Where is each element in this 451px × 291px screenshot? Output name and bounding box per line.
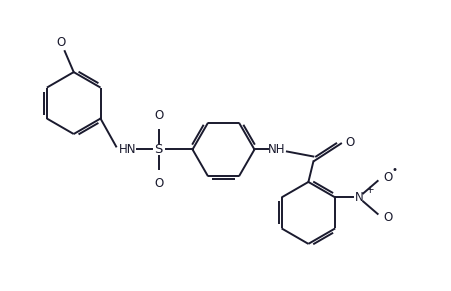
Text: S: S: [154, 143, 162, 156]
Text: HN: HN: [118, 143, 136, 156]
Text: +: +: [365, 185, 374, 196]
Text: N: N: [354, 191, 363, 204]
Text: NH: NH: [267, 143, 285, 156]
Text: O: O: [382, 171, 391, 184]
Text: O: O: [56, 36, 65, 49]
Text: O: O: [382, 211, 391, 224]
Text: O: O: [154, 109, 163, 122]
Text: O: O: [345, 136, 354, 148]
Text: •: •: [390, 166, 396, 175]
Text: O: O: [154, 178, 163, 190]
